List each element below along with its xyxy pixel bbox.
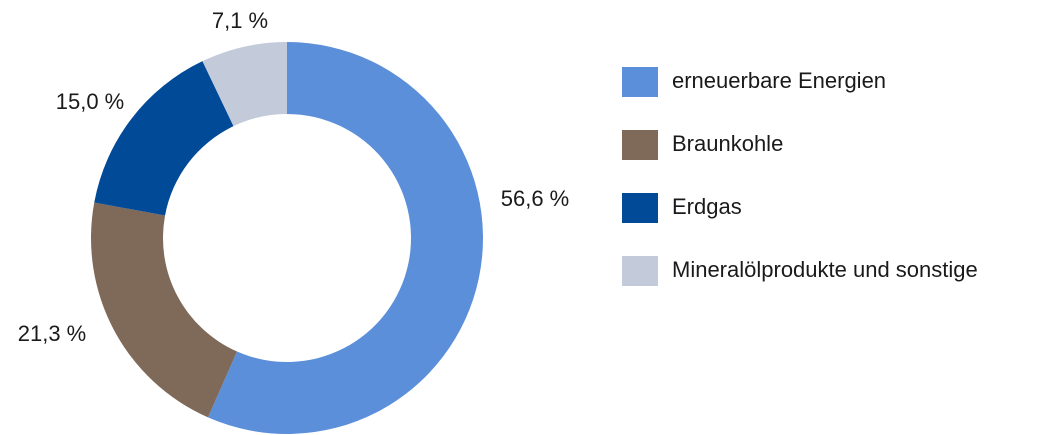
value-label: 7,1 % bbox=[212, 8, 268, 33]
value-label: 21,3 % bbox=[18, 321, 87, 346]
donut-segment bbox=[202, 42, 287, 127]
value-label: 56,6 % bbox=[501, 186, 570, 211]
legend-label: erneuerbare Energien bbox=[672, 68, 886, 93]
donut-segment bbox=[90, 202, 238, 418]
donut-segment bbox=[94, 61, 234, 216]
legend-swatch bbox=[622, 193, 658, 223]
legend-swatch bbox=[622, 256, 658, 286]
legend-label: Mineralölprodukte und sonstige bbox=[672, 257, 978, 282]
donut-segment bbox=[208, 42, 483, 434]
legend-swatch bbox=[622, 67, 658, 97]
legend-label: Braunkohle bbox=[672, 131, 783, 156]
legend-swatch bbox=[622, 130, 658, 160]
value-label: 15,0 % bbox=[56, 89, 125, 114]
legend-label: Erdgas bbox=[672, 194, 742, 219]
